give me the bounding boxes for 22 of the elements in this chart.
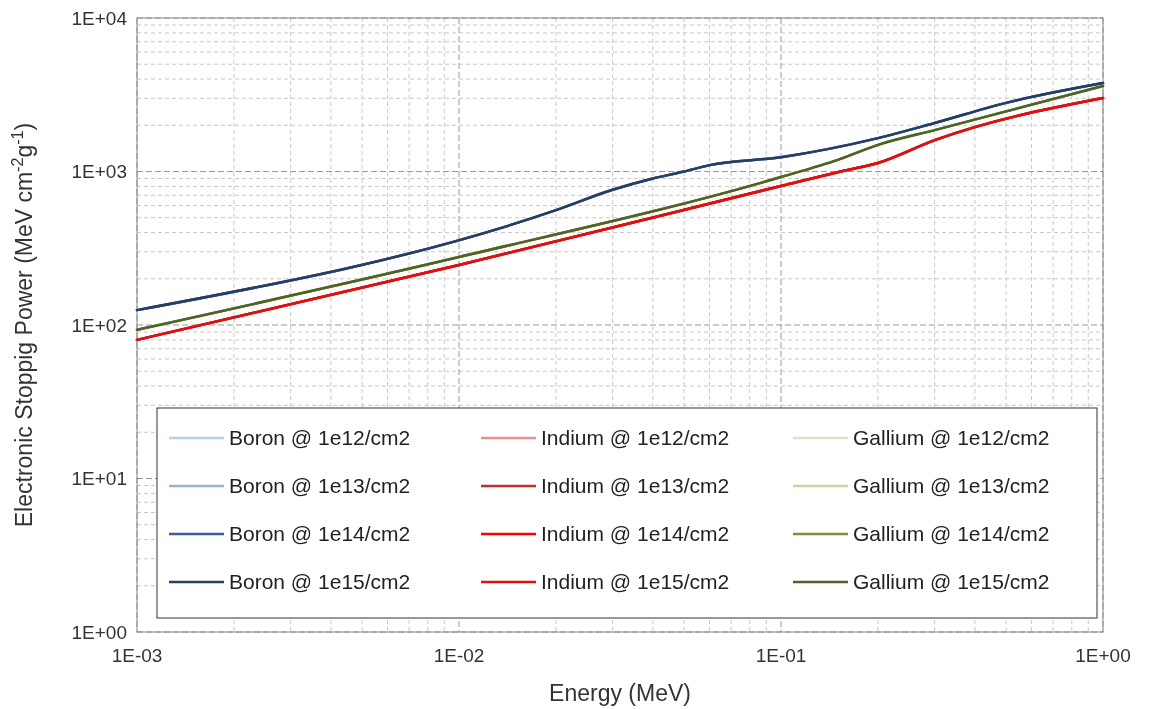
legend-label: Boron @ 1e12/cm2	[229, 426, 411, 450]
legend-label: Boron @ 1e14/cm2	[229, 522, 411, 546]
legend-label: Indium @ 1e15/cm2	[541, 570, 730, 594]
legend-label: Boron @ 1e15/cm2	[229, 570, 411, 594]
x-tick-label: 1E+00	[1075, 645, 1131, 666]
x-tick-label: 1E-02	[433, 645, 485, 666]
y-tick-label: 1E+02	[71, 314, 127, 336]
legend-label: Indium @ 1e14/cm2	[541, 522, 730, 546]
legend-label: Indium @ 1e13/cm2	[541, 474, 730, 498]
x-tick-label: 1E-03	[111, 645, 163, 666]
y-tick-label: 1E+00	[71, 621, 127, 643]
y-tick-label: 1E+03	[71, 161, 127, 183]
legend-label: Boron @ 1e13/cm2	[229, 474, 411, 498]
legend-label: Gallium @ 1e14/cm2	[853, 522, 1050, 546]
x-tick-label: 1E-01	[755, 645, 807, 666]
y-tick-label: 1E+04	[71, 7, 128, 29]
legend-label: Gallium @ 1e12/cm2	[853, 426, 1050, 450]
legend-label: Gallium @ 1e15/cm2	[853, 570, 1050, 594]
y-tick-label: 1E+01	[71, 468, 127, 490]
legend-label: Indium @ 1e12/cm2	[541, 426, 730, 450]
x-axis-title: Energy (MeV)	[549, 680, 691, 706]
legend-label: Gallium @ 1e13/cm2	[853, 474, 1050, 498]
